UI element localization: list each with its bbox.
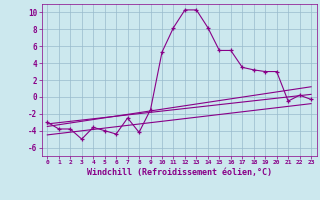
X-axis label: Windchill (Refroidissement éolien,°C): Windchill (Refroidissement éolien,°C) bbox=[87, 168, 272, 177]
